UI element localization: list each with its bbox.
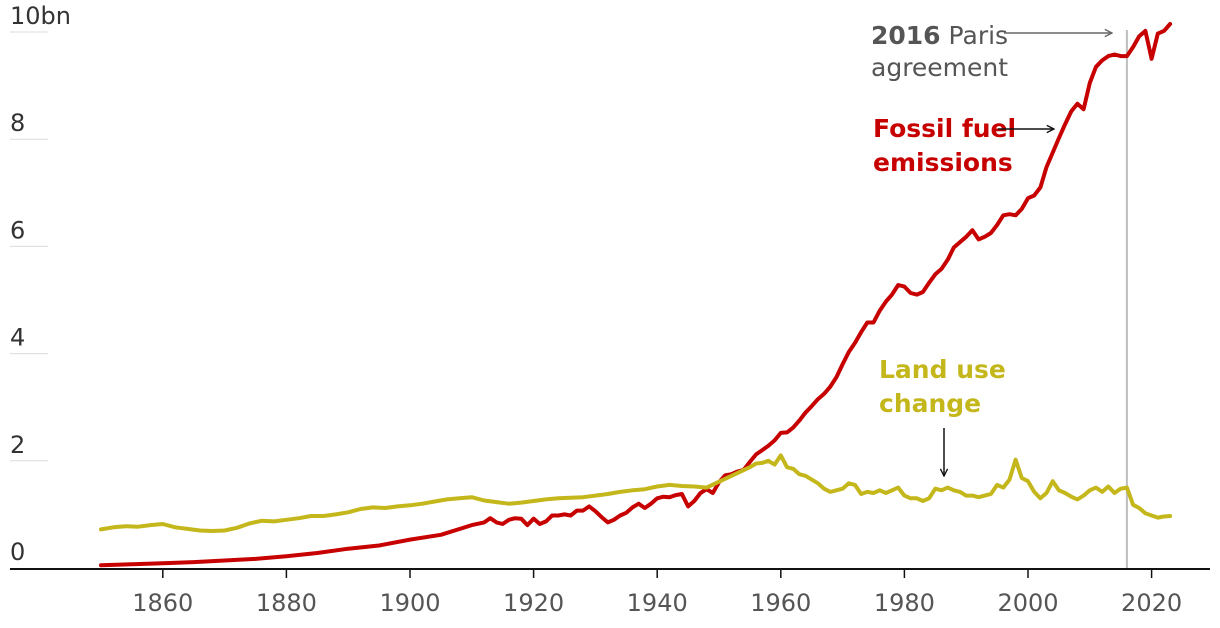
x-tick-label-1900: 1900 (379, 589, 440, 617)
paris-annotation-text: Paris (941, 21, 1008, 50)
x-tick-label-1920: 1920 (503, 589, 564, 617)
y-axis-ticks: 0 2 4 6 8 10bn (10, 2, 71, 566)
x-tick-label-2000: 2000 (997, 589, 1058, 617)
x-axis-ticks: 1860 1880 1900 1920 1940 1960 1980 2000 2020 (132, 570, 1182, 617)
x-tick-label-1860: 1860 (132, 589, 193, 617)
fossil-annotation-text: Fossil fuel (873, 114, 1016, 143)
y-tick-label-10: 10bn (10, 2, 71, 30)
land-annotation-label: Land use change (879, 355, 1006, 418)
x-tick-label-1980: 1980 (874, 589, 935, 617)
fossil-annotation-label: Fossil fuel emissions (873, 114, 1016, 177)
paris-annotation-label: 2016 Paris agreement (871, 21, 1008, 82)
x-tick-label-1960: 1960 (750, 589, 811, 617)
land-use-series-line (99, 453, 1173, 533)
data-series (99, 22, 1173, 568)
y-tick-label-8: 8 (10, 109, 25, 137)
y-tick-label-6: 6 (10, 216, 25, 244)
paris-annotation-text: 2016 (871, 21, 941, 50)
annotations: 2016 Paris agreement Fossil fuel emissions L… (871, 21, 1112, 476)
fossil-annotation-text: emissions (873, 148, 1013, 177)
x-tick-label-1940: 1940 (627, 589, 688, 617)
paris-annotation-text: agreement (871, 53, 1008, 82)
land-annotation-text: change (879, 389, 981, 418)
x-tick-label-1880: 1880 (256, 589, 317, 617)
land-annotation-text: Land use (879, 355, 1006, 384)
y-tick-label-2: 2 (10, 431, 25, 459)
x-tick-label-2020: 2020 (1121, 589, 1182, 617)
y-tick-label-0: 0 (10, 538, 25, 566)
gridlines (10, 31, 48, 462)
fossil-fuel-series-line (99, 22, 1173, 568)
y-tick-label-4: 4 (10, 324, 25, 352)
